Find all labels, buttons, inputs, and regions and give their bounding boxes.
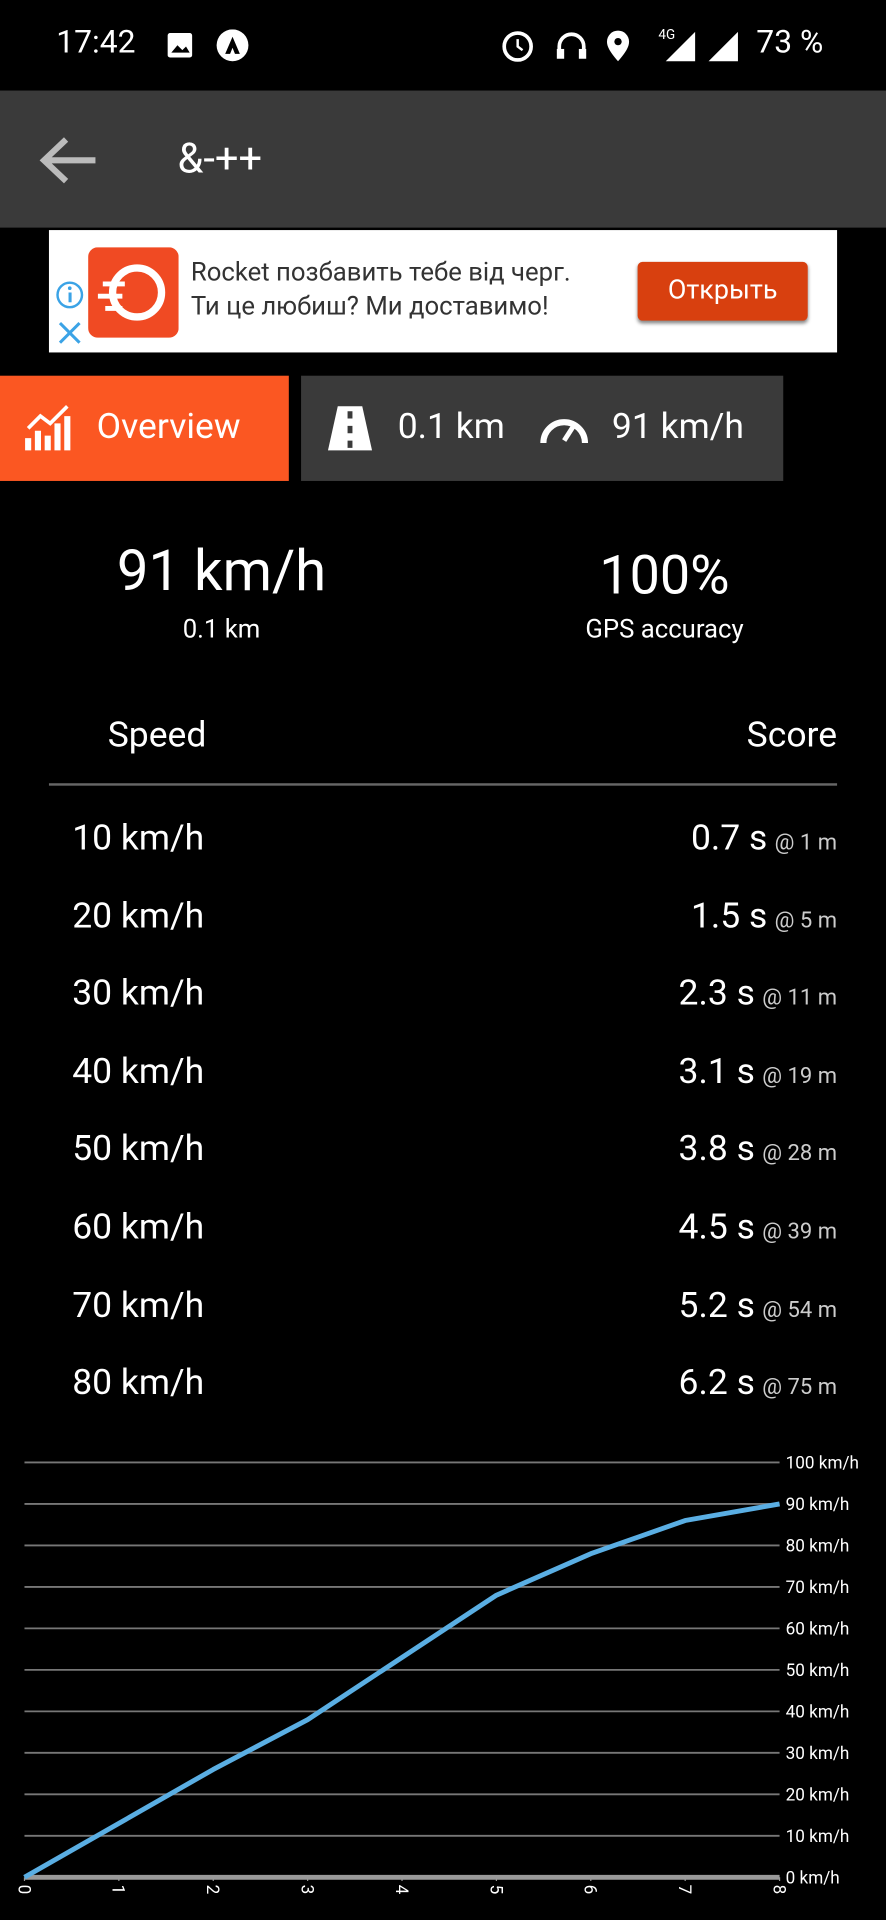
row-speed: 60 km/h — [72, 1206, 205, 1249]
header-score: Score — [746, 714, 838, 757]
summary-accuracy: 100% — [599, 543, 730, 608]
row-score: 6.2 s @ 75 m — [679, 1362, 838, 1404]
row-score: 4.5 s @ 39 m — [679, 1207, 838, 1249]
ad-button[interactable]: Открыть — [637, 261, 808, 321]
score-row: 60 km/h 4.5 s @ 39 m — [0, 1197, 886, 1270]
row-distance: @ 5 m — [774, 907, 838, 934]
row-speed: 10 km/h — [72, 817, 205, 860]
y-tick-label: 70 km/h — [786, 1578, 850, 1598]
score-row: 40 km/h 3.1 s @ 19 m — [0, 1041, 886, 1114]
back-button[interactable] — [37, 135, 101, 186]
x-tick-label: 3 — [297, 1885, 317, 1895]
row-score: 5.2 s @ 54 m — [679, 1284, 838, 1326]
status-icons-right: 4G — [502, 28, 738, 62]
row-score: 1.5 s @ 5 m — [691, 895, 837, 937]
y-tick-label: 0 km/h — [786, 1868, 840, 1888]
row-speed: 80 km/h — [72, 1362, 205, 1404]
y-tick-label: 50 km/h — [786, 1661, 850, 1681]
x-tick-label: 6 — [580, 1885, 600, 1895]
y-tick-label: 90 km/h — [786, 1495, 850, 1515]
app-bar — [0, 90, 886, 228]
row-time: 2.3 s — [678, 973, 755, 1015]
row-distance: @ 54 m — [762, 1296, 838, 1323]
row-score: 0.7 s @ 1 m — [691, 817, 837, 859]
x-tick-label: 1 — [108, 1885, 128, 1895]
summary-accuracy-label: GPS accuracy — [585, 615, 744, 645]
row-score: 2.3 s @ 11 m — [679, 973, 838, 1015]
row-speed: 40 km/h — [72, 1050, 205, 1093]
x-tick-label: 2 — [202, 1885, 222, 1895]
speed-icon — [540, 419, 589, 444]
y-tick-label: 60 km/h — [786, 1620, 850, 1640]
app-title: &-++ — [177, 134, 263, 184]
y-tick-label: 10 km/h — [786, 1827, 850, 1847]
summary-speed: 91 km/h — [116, 538, 327, 605]
row-time: 5.2 s — [678, 1284, 755, 1327]
x-tick-label: 5 — [485, 1885, 505, 1895]
summary-distance: 0.1 km — [182, 615, 261, 645]
score-row: 10 km/h 0.7 s @ 1 m — [0, 808, 886, 881]
speed-line — [23, 1501, 780, 1880]
row-distance: @ 39 m — [762, 1218, 838, 1245]
row-time: 1.5 s — [690, 895, 768, 937]
row-distance: @ 75 m — [762, 1374, 838, 1401]
x-tick-label: 8 — [768, 1885, 788, 1895]
score-row: 30 km/h 2.3 s @ 11 m — [0, 963, 886, 1036]
overview-label: Overview — [96, 406, 241, 448]
road-icon — [327, 406, 373, 451]
header-speed: Speed — [107, 714, 207, 757]
row-speed: 20 km/h — [72, 895, 205, 937]
row-time: 3.1 s — [678, 1050, 755, 1093]
stats-tab[interactable] — [301, 375, 784, 481]
status-battery: 73 % — [756, 24, 824, 62]
row-score: 3.8 s @ 28 m — [679, 1129, 838, 1171]
row-speed: 70 km/h — [72, 1284, 205, 1327]
row-distance: @ 11 m — [762, 985, 838, 1012]
ad-info-icons[interactable] — [54, 279, 86, 348]
row-distance: @ 19 m — [762, 1063, 838, 1089]
x-tick-label: 7 — [674, 1885, 694, 1895]
status-time: 17:42 — [56, 24, 136, 62]
row-distance: @ 1 m — [774, 829, 838, 856]
row-time: 0.7 s — [690, 817, 768, 860]
x-tick-label: 4 — [391, 1885, 411, 1895]
row-speed: 30 km/h — [72, 973, 205, 1015]
overview-icon — [25, 405, 71, 451]
ad-logo — [88, 247, 179, 338]
row-time: 6.2 s — [678, 1362, 755, 1404]
x-tick-label: 0 — [13, 1885, 33, 1895]
y-tick-label: 20 km/h — [786, 1785, 850, 1805]
row-score: 3.1 s @ 19 m — [679, 1051, 838, 1093]
row-speed: 50 km/h — [72, 1128, 205, 1171]
tab-speed: 91 km/h — [611, 406, 744, 448]
row-time: 3.8 s — [678, 1128, 755, 1171]
score-row: 70 km/h 5.2 s @ 54 m — [0, 1275, 886, 1348]
y-tick-label: 40 km/h — [786, 1702, 850, 1722]
status-icons-left — [167, 29, 249, 62]
row-distance: @ 28 m — [762, 1141, 838, 1167]
y-tick-label: 30 km/h — [786, 1744, 850, 1764]
y-tick-label: 80 km/h — [786, 1537, 850, 1557]
ad-line-2: Ти це любиш? Ми доставимо! — [190, 292, 549, 322]
header-divider — [48, 783, 838, 786]
score-row: 50 km/h 3.8 s @ 28 m — [0, 1119, 886, 1192]
chart: 0 km/h 10 km/h 20 km/h 30 km/h 40 km/h 50 km/… — [13, 1454, 859, 1895]
overview-tab[interactable] — [0, 375, 289, 481]
ad-line-1: Rocket позбавить тебе від черг. — [190, 258, 571, 288]
score-row: 80 km/h 6.2 s @ 75 m — [0, 1353, 886, 1426]
score-row: 20 km/h 1.5 s @ 5 m — [0, 886, 886, 959]
status-network: 4G — [658, 28, 675, 43]
y-tick-label: 100 km/h — [786, 1454, 859, 1474]
row-time: 4.5 s — [678, 1206, 755, 1249]
tab-distance: 0.1 km — [397, 406, 505, 448]
